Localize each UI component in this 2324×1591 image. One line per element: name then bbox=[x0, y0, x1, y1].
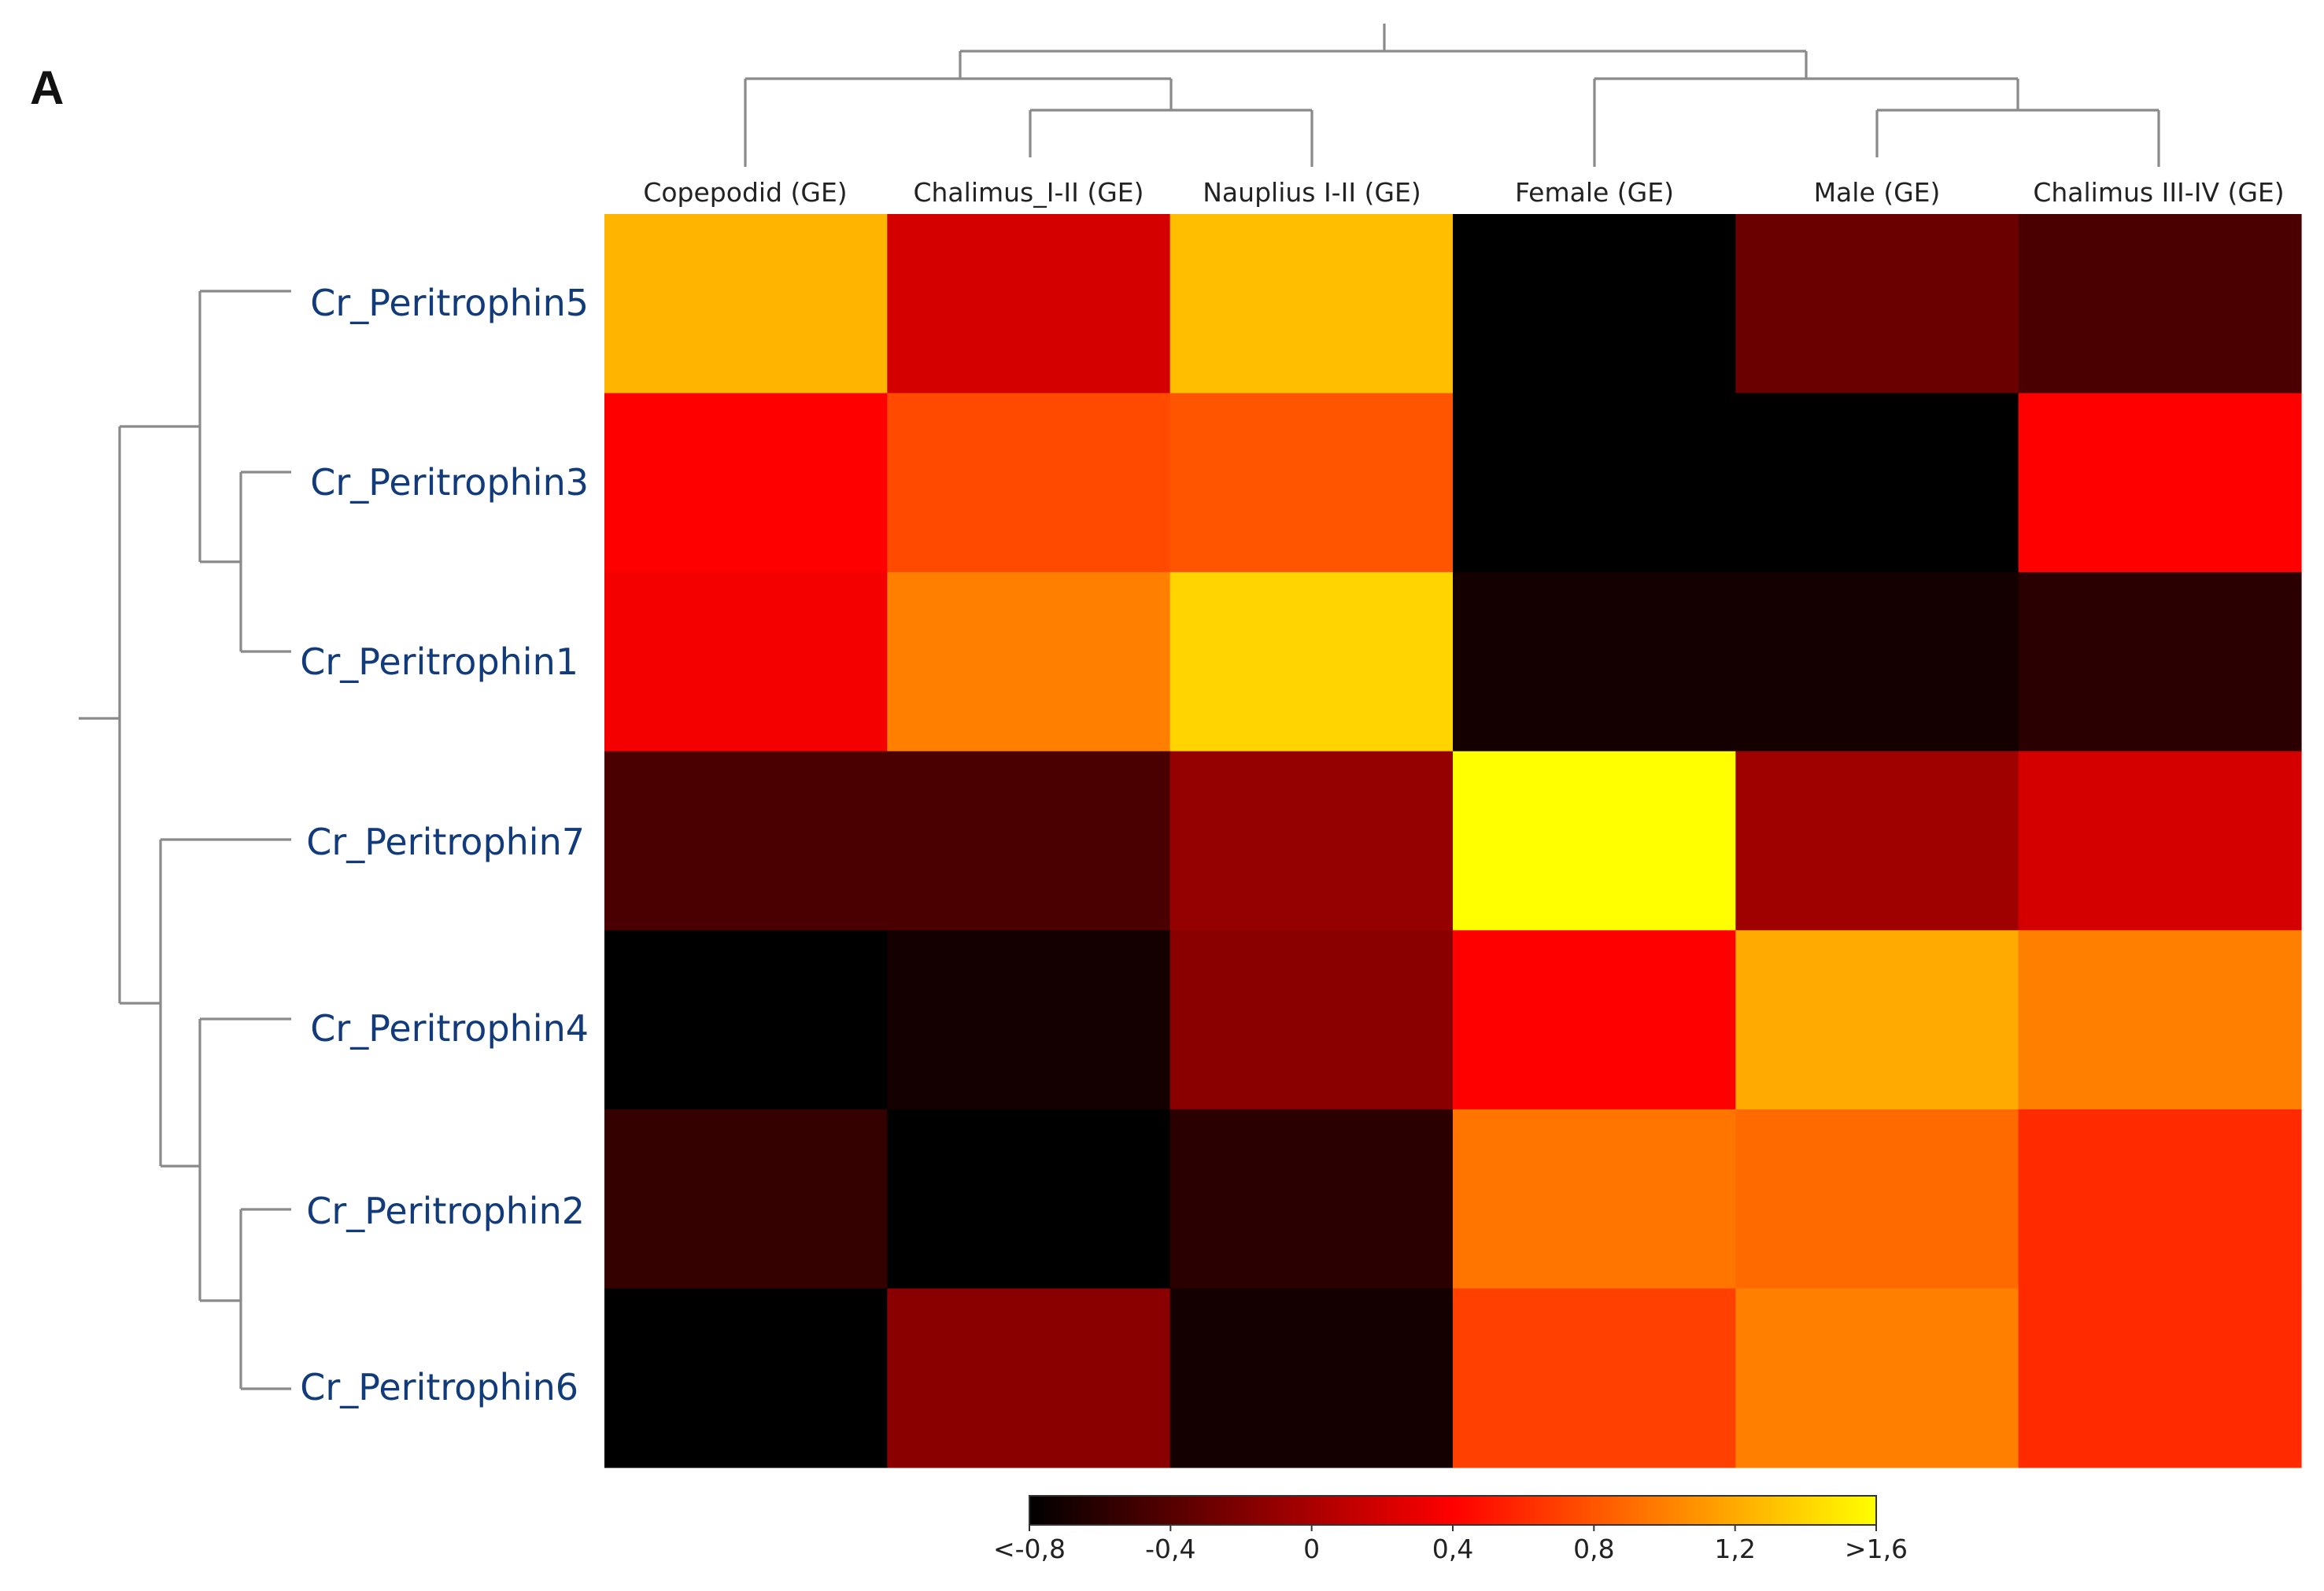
heatmap-cell bbox=[887, 930, 1171, 1110]
row-labels: Cr_Peritrophin5 Cr_Peritrophin3 Cr_Perit… bbox=[300, 282, 589, 1408]
colorbar-tick-label: -0,4 bbox=[1145, 1534, 1195, 1564]
heatmap-cell bbox=[1453, 572, 1736, 752]
heatmap-cell bbox=[887, 572, 1171, 752]
heatmap-cell bbox=[2018, 572, 2302, 752]
heatmap-cell bbox=[2018, 1109, 2302, 1290]
colorbar-ticks: <-0,8 -0,4 0 0,4 0,8 1,2 >1,6 bbox=[993, 1525, 1908, 1564]
heatmap-cell bbox=[1453, 1288, 1736, 1468]
column-dendrogram bbox=[744, 24, 2160, 167]
colorbar bbox=[1029, 1495, 1877, 1526]
colorbar-tick-label: <-0,8 bbox=[993, 1534, 1066, 1564]
heatmap-cell bbox=[1453, 930, 1736, 1110]
heatmap-cell bbox=[1735, 751, 2019, 931]
heatmap-cell bbox=[887, 751, 1171, 931]
heatmap-cell bbox=[887, 214, 1171, 394]
heatmap-cell bbox=[2018, 393, 2302, 573]
heatmap-cell bbox=[1169, 930, 1454, 1110]
heatmap-cell bbox=[1735, 214, 2019, 394]
row-label: Cr_Peritrophin7 bbox=[306, 821, 585, 863]
heatmap-cell bbox=[2018, 1288, 2302, 1468]
heatmap-cell bbox=[604, 751, 888, 931]
row-label: Cr_Peritrophin5 bbox=[310, 282, 589, 324]
row-label: Cr_Peritrophin4 bbox=[310, 1007, 589, 1050]
column-label: Chalimus_I-II (GE) bbox=[913, 177, 1144, 208]
heatmap-cell bbox=[2018, 930, 2302, 1110]
heatmap-cell bbox=[604, 214, 888, 394]
heatmap-cell bbox=[1453, 1109, 1736, 1290]
heatmap-cell bbox=[1169, 1109, 1454, 1290]
column-label: Chalimus III-IV (GE) bbox=[2033, 177, 2284, 208]
row-label: Cr_Peritrophin6 bbox=[300, 1366, 578, 1408]
heatmap-cell bbox=[1453, 393, 1736, 573]
heatmap-cell bbox=[604, 393, 888, 573]
heatmap-cell bbox=[1169, 393, 1454, 573]
colorbar-tick-label: 0,4 bbox=[1432, 1534, 1473, 1564]
panel-label: A bbox=[30, 61, 64, 114]
colorbar-tick-label: >1,6 bbox=[1845, 1534, 1908, 1564]
column-labels: Copepodid (GE) Chalimus_I-II (GE) Naupli… bbox=[643, 177, 2284, 208]
heatmap-cell bbox=[1169, 751, 1454, 931]
heatmap-cell bbox=[887, 393, 1171, 573]
column-label: Female (GE) bbox=[1515, 177, 1674, 208]
heatmap-cell bbox=[1453, 751, 1736, 931]
row-dendrogram bbox=[79, 290, 291, 1390]
row-label: Cr_Peritrophin1 bbox=[300, 640, 578, 683]
colorbar-tick-label: 0 bbox=[1303, 1534, 1320, 1564]
heatmap-cell bbox=[1169, 572, 1454, 752]
row-label: Cr_Peritrophin2 bbox=[306, 1190, 585, 1232]
heatmap-cell bbox=[1735, 1288, 2019, 1468]
column-label: Nauplius I-II (GE) bbox=[1203, 177, 1421, 208]
heatmap-cell bbox=[887, 1109, 1171, 1290]
heatmap-cells bbox=[604, 214, 2302, 1468]
heatmap-cell bbox=[604, 930, 888, 1110]
heatmap-cell bbox=[887, 1288, 1171, 1468]
row-label: Cr_Peritrophin3 bbox=[310, 461, 589, 504]
heatmap-cell bbox=[1735, 393, 2019, 573]
heatmap-cell bbox=[604, 1288, 888, 1468]
heatmap-cell bbox=[1735, 930, 2019, 1110]
heatmap-cell bbox=[1735, 572, 2019, 752]
colorbar-tick-label: 0,8 bbox=[1573, 1534, 1614, 1564]
column-label: Copepodid (GE) bbox=[643, 177, 847, 208]
heatmap-cell bbox=[1169, 214, 1454, 394]
heatmap-cell bbox=[2018, 751, 2302, 931]
heatmap-cell bbox=[1735, 1109, 2019, 1290]
heatmap-cell bbox=[604, 572, 888, 752]
heatmap-cell bbox=[1453, 214, 1736, 394]
heatmap-cell bbox=[1169, 1288, 1454, 1468]
colorbar-tick-label: 1,2 bbox=[1714, 1534, 1755, 1564]
heatmap-cell bbox=[2018, 214, 2302, 394]
heatmap-cell bbox=[604, 1109, 888, 1290]
column-label: Male (GE) bbox=[1814, 177, 1941, 208]
